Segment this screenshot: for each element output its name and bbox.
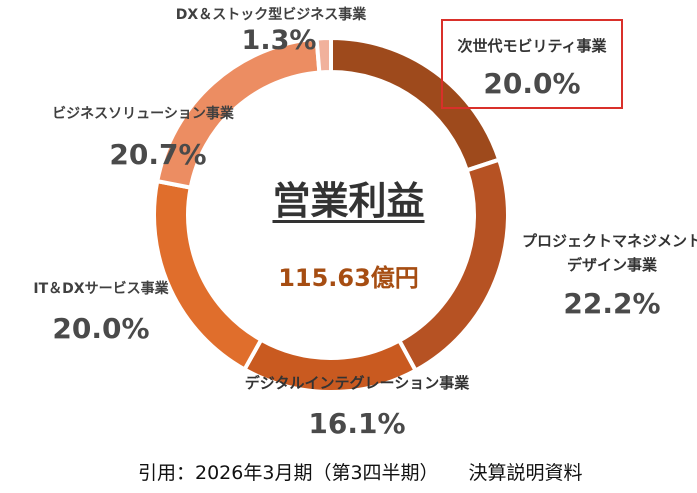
source-note-left: 引用：2026年3月期（第3四半期） [138, 462, 439, 484]
donut-slice [314, 35, 333, 75]
segment-value-label: 20.0% [52, 312, 150, 345]
highlight-box [441, 19, 623, 109]
center-title: 営業利益 [272, 179, 425, 223]
segment-name-label: 次世代モビリティ事業 [457, 37, 607, 55]
segment-name-label: デザイン事業 [566, 256, 658, 274]
segment-value-label: 20.7% [109, 138, 207, 171]
source-note: 引用：2026年3月期（第3四半期） 決算説明資料 [138, 458, 583, 485]
segment-name-label: DX＆ストック型ビジネス事業 [175, 7, 367, 23]
segment-value-label: 1.3% [241, 25, 317, 56]
segment-value-label: 22.2% [563, 287, 661, 320]
segment-name-label: ビジネスソリューション事業 [52, 106, 234, 122]
segment-name-label: IT＆DXサービス事業 [33, 281, 169, 297]
segment-value-label: 16.1% [308, 407, 406, 440]
source-note-right: 決算説明資料 [468, 462, 583, 484]
segment-name-label: プロジェクトマネジメント [521, 232, 697, 250]
segment-name-label: デジタルインテグレーション事業 [244, 374, 470, 392]
segment-value-label: 20.0% [483, 67, 581, 100]
center-value: 115.63億円 [278, 264, 419, 292]
